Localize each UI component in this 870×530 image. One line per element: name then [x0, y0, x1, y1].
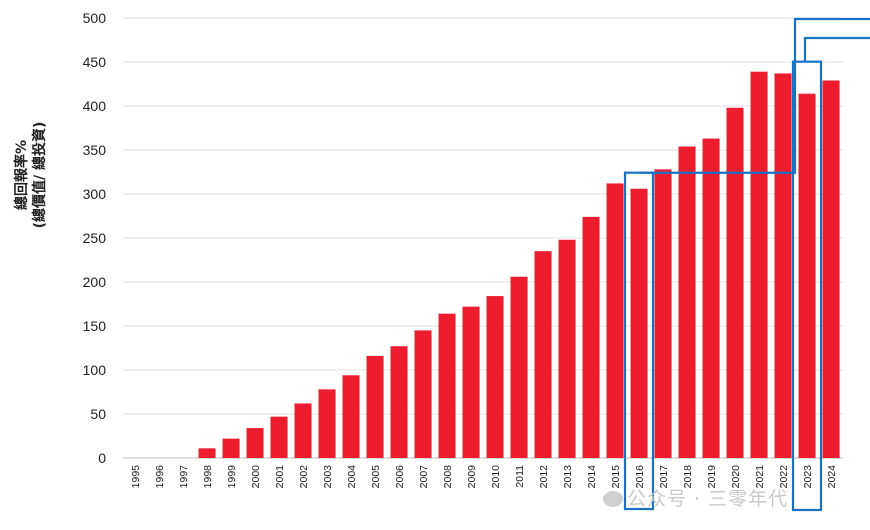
- x-tick-label-2005: 2005: [370, 465, 382, 489]
- bar-2015: [606, 183, 624, 458]
- x-tick-label-2016: 2016: [634, 465, 646, 489]
- bar-2017: [654, 169, 672, 459]
- x-tick-label-2015: 2015: [610, 465, 622, 489]
- bars: [198, 71, 840, 459]
- bar-2013: [558, 239, 576, 458]
- x-tick-label-2010: 2010: [490, 465, 502, 489]
- y-tick-label-50: 50: [90, 406, 106, 422]
- x-tick-label-2004: 2004: [346, 465, 358, 489]
- watermark-text: 公众号 · 三零年代: [627, 488, 789, 510]
- watermark: 公众号 · 三零年代: [603, 484, 788, 511]
- gridlines: [123, 17, 843, 459]
- x-tick-label-2000: 2000: [250, 465, 262, 489]
- y-axis-title: 總回報率% (總價值/ 總投資): [13, 122, 48, 229]
- bar-2000: [246, 428, 264, 458]
- x-tick-label-2017: 2017: [658, 465, 670, 489]
- bar-2011: [510, 276, 528, 458]
- x-tick-label-1999: 1999: [226, 465, 238, 489]
- x-tick-label-2009: 2009: [466, 465, 478, 489]
- bar-2010: [486, 296, 504, 458]
- bar-2019: [702, 138, 720, 458]
- x-tick-label-2011: 2011: [514, 465, 526, 488]
- bar-2016: [630, 188, 648, 458]
- x-tick-label-2019: 2019: [706, 465, 718, 489]
- bar-2012: [534, 251, 552, 458]
- connector-2023: [803, 36, 870, 62]
- y-tick-label-100: 100: [83, 362, 107, 378]
- y-tick-label-500: 500: [83, 10, 107, 26]
- x-tick-label-2002: 2002: [298, 465, 310, 489]
- x-tick-label-2013: 2013: [562, 465, 574, 489]
- bar-2014: [582, 216, 600, 458]
- bar-2004: [342, 375, 360, 458]
- x-tick-label-2001: 2001: [274, 465, 286, 489]
- x-tick-label-2022: 2022: [778, 465, 790, 489]
- bar-2022: [774, 73, 792, 458]
- y-tick-label-400: 400: [83, 98, 107, 114]
- x-tick-label-2012: 2012: [538, 465, 550, 489]
- x-tick-label-2008: 2008: [442, 465, 454, 489]
- connector-2016: [639, 17, 870, 174]
- bar-2006: [390, 346, 408, 458]
- bar-2024: [822, 80, 840, 458]
- bar-2005: [366, 355, 384, 458]
- x-tick-label-1995: 1995: [130, 465, 142, 489]
- x-axis-labels: 1995 1996 1997 1998 1999 2000 2001 2002 2003 2004…: [130, 465, 838, 489]
- y-tick-label-200: 200: [83, 274, 107, 290]
- bar-2021: [750, 71, 768, 459]
- bar-2023: [798, 93, 816, 459]
- bar-2003: [318, 389, 336, 458]
- bar-2020: [726, 107, 744, 458]
- y-tick-label-0: 0: [98, 450, 106, 466]
- bar-2007: [414, 330, 432, 458]
- x-tick-label-2023: 2023: [802, 465, 814, 489]
- y-axis-title-line2: (總價值/ 總投資): [31, 122, 48, 229]
- x-tick-label-2020: 2020: [730, 465, 742, 489]
- x-tick-label-1998: 1998: [202, 465, 214, 489]
- bar-1998: [198, 448, 216, 458]
- y-tick-label-350: 350: [83, 142, 107, 158]
- bar-2002: [294, 403, 312, 458]
- x-tick-label-2014: 2014: [586, 465, 598, 489]
- annotations: [623, 17, 870, 512]
- x-tick-label-2003: 2003: [322, 465, 334, 489]
- bar-1999: [222, 438, 240, 458]
- x-tick-label-2024: 2024: [826, 465, 838, 489]
- x-tick-label-2006: 2006: [394, 465, 406, 489]
- y-tick-label-300: 300: [83, 186, 107, 202]
- highlight-box-2023: [791, 60, 823, 512]
- bar-2009: [462, 306, 480, 458]
- wechat-icon: [603, 491, 623, 507]
- bar-2008: [438, 313, 456, 458]
- x-tick-label-1996: 1996: [154, 465, 166, 489]
- y-tick-label-450: 450: [83, 54, 107, 70]
- bar-2018: [678, 146, 696, 459]
- y-tick-label-150: 150: [83, 318, 107, 334]
- x-tick-label-2021: 2021: [754, 465, 766, 489]
- y-axis-title-line1: 總回報率%: [13, 140, 30, 210]
- x-tick-label-2007: 2007: [418, 465, 430, 489]
- y-axis-ticks: 0 50 100 150 200 250 300 350 400 450 500: [83, 10, 107, 466]
- x-tick-label-2018: 2018: [682, 465, 694, 489]
- bar-2001: [270, 416, 288, 458]
- y-tick-label-250: 250: [83, 230, 107, 246]
- x-tick-label-1997: 1997: [178, 465, 190, 489]
